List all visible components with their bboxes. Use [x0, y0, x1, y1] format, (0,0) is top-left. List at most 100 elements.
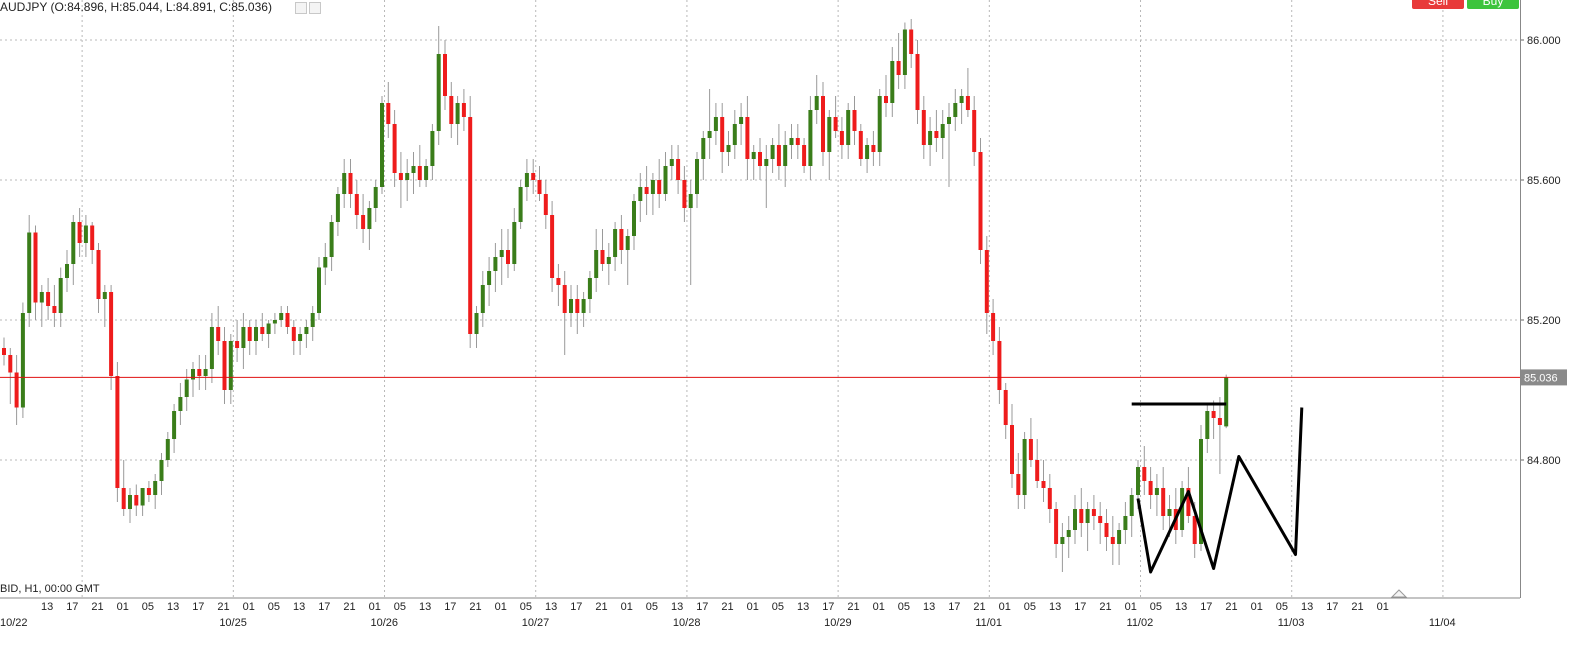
hour-label: 05: [1150, 601, 1162, 613]
candle-body: [323, 257, 328, 268]
candle-body: [39, 292, 44, 303]
candle-body: [20, 313, 25, 408]
candle-body: [83, 225, 88, 243]
candle-body: [373, 187, 378, 208]
candle-body: [556, 278, 561, 285]
candle-body: [877, 96, 882, 152]
hour-label: 21: [343, 601, 355, 613]
candle-body: [865, 145, 870, 159]
date-label: 11/04: [1429, 617, 1456, 629]
candle-body: [1060, 537, 1065, 544]
candle-body: [543, 194, 548, 215]
candle-body: [688, 194, 693, 208]
hour-label: 01: [621, 601, 633, 613]
hour-label: 01: [1125, 601, 1137, 613]
candle-body: [184, 379, 189, 397]
candle-body: [1129, 495, 1134, 516]
candle-body: [430, 131, 435, 166]
candle-body: [121, 488, 126, 509]
hour-label: 17: [192, 601, 204, 613]
candle-body: [1142, 467, 1147, 481]
candle-body: [764, 159, 769, 166]
candle-body: [1047, 488, 1052, 509]
candle-body: [310, 313, 315, 327]
candle-body: [581, 299, 586, 313]
hour-label: 17: [570, 601, 582, 613]
candle-body: [361, 215, 366, 229]
hour-label: 21: [1099, 601, 1111, 613]
candle-body: [33, 232, 38, 303]
hour-label: 13: [1301, 601, 1313, 613]
candle-body: [1167, 509, 1172, 516]
hour-label: 21: [847, 601, 859, 613]
candle-body: [424, 166, 429, 180]
candle-body: [625, 236, 630, 250]
hour-label: 17: [1074, 601, 1086, 613]
candle-body: [52, 306, 57, 313]
hour-label: 05: [898, 601, 910, 613]
candle-body: [795, 138, 800, 145]
candle-body: [1148, 481, 1153, 495]
candle-body: [1010, 425, 1014, 474]
candle-body: [978, 152, 983, 250]
candle-body: [619, 229, 624, 250]
candle-body: [203, 369, 208, 376]
hour-label: 05: [520, 601, 532, 613]
candle-body: [902, 29, 907, 75]
candle-body: [1098, 516, 1103, 523]
candle-body: [487, 271, 492, 285]
candle-body: [512, 222, 517, 264]
hour-label: 17: [696, 601, 708, 613]
candle-body: [1217, 418, 1222, 425]
candle-body: [109, 292, 114, 376]
candle-body: [783, 145, 788, 166]
hour-label: 17: [66, 601, 78, 613]
candle-body: [27, 232, 32, 313]
candle-body: [972, 110, 977, 152]
candle-body: [65, 264, 69, 278]
hour-label: 13: [797, 601, 809, 613]
candle-body: [732, 124, 737, 145]
feed-info: BID, H1, 00:00 GMT: [0, 583, 100, 595]
close-chart-icon[interactable]: [309, 2, 321, 14]
date-label: 11/03: [1278, 617, 1305, 629]
candle-body: [739, 117, 744, 124]
candle-body: [146, 488, 151, 495]
candle-body: [197, 369, 202, 376]
buy-button[interactable]: Buy: [1467, 0, 1519, 9]
candle-body: [745, 117, 750, 159]
hour-label: 13: [923, 601, 935, 613]
y-tick-label: 84.800: [1527, 455, 1561, 467]
candle-body: [405, 173, 410, 180]
hour-label: 05: [772, 601, 784, 613]
candle-body: [701, 138, 706, 159]
candle-body: [411, 166, 416, 173]
candle-body: [354, 194, 359, 215]
properties-icon[interactable]: [295, 2, 307, 14]
candle-body: [663, 166, 668, 194]
candle-body: [335, 194, 340, 222]
hour-label: 01: [117, 601, 129, 613]
date-label: 10/25: [219, 617, 247, 629]
hour-label: 13: [41, 601, 53, 613]
hour-label: 01: [1377, 601, 1389, 613]
candle-body: [713, 117, 718, 131]
candle-body: [235, 341, 240, 348]
hour-label: 17: [318, 601, 330, 613]
candle-body: [537, 180, 542, 194]
candle-body: [846, 110, 851, 145]
candle-body: [808, 110, 813, 166]
candle-body: [550, 215, 555, 278]
candle-body: [1224, 377, 1229, 427]
candle-body: [613, 229, 618, 257]
candle-body: [518, 187, 523, 222]
candle-body: [676, 159, 681, 180]
sell-button[interactable]: Sell: [1412, 0, 1464, 9]
candle-body: [1154, 488, 1159, 495]
hour-label: 01: [495, 601, 507, 613]
candle-body: [285, 313, 290, 327]
candle-body: [386, 103, 391, 124]
candle-body: [247, 327, 252, 341]
